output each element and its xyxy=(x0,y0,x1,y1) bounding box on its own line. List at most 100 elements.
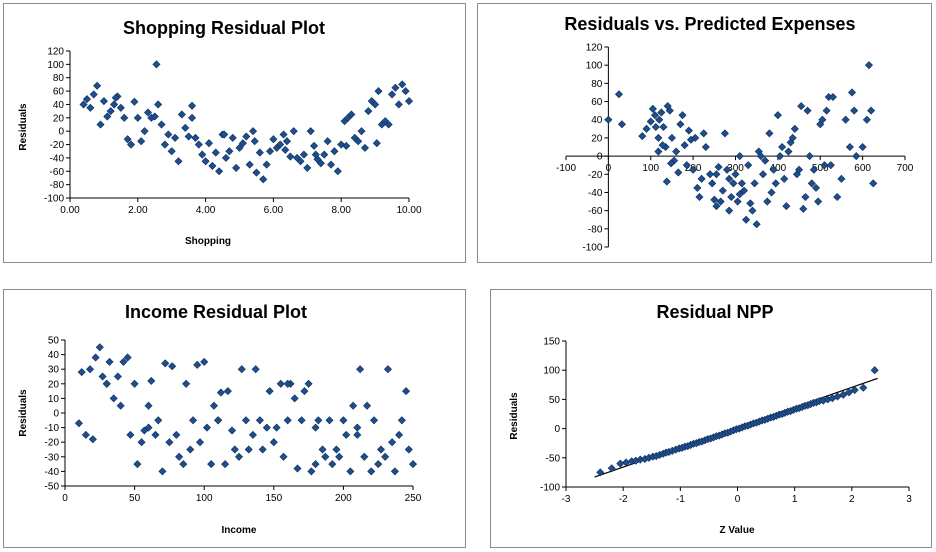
data-point xyxy=(869,179,878,188)
data-point xyxy=(674,168,683,177)
data-point xyxy=(657,108,666,117)
data-point xyxy=(788,133,797,142)
y-tick-label: 0 xyxy=(53,409,59,420)
data-point xyxy=(105,357,114,366)
data-point xyxy=(130,379,139,388)
y-tick-label: 40 xyxy=(591,115,603,126)
data-point xyxy=(130,97,139,106)
data-point xyxy=(165,438,174,447)
y-axis-label: Residuals xyxy=(509,392,520,440)
data-point xyxy=(296,157,305,166)
data-point xyxy=(356,365,365,374)
data-point xyxy=(720,129,729,138)
data-point xyxy=(725,174,734,183)
y-tick-label: -20 xyxy=(45,438,60,449)
data-point xyxy=(845,142,854,152)
data-point xyxy=(311,423,320,432)
y-tick-label: -50 xyxy=(546,453,561,464)
data-point xyxy=(695,192,704,202)
data-point xyxy=(111,93,120,102)
data-point xyxy=(120,113,129,122)
data-point xyxy=(346,467,355,476)
y-tick-label: 60 xyxy=(53,87,65,98)
x-tick-label: 2.00 xyxy=(128,205,148,216)
y-tick-label: 50 xyxy=(48,336,60,347)
data-point xyxy=(353,423,362,432)
y-tick-label: -50 xyxy=(45,482,60,493)
data-point xyxy=(828,92,837,102)
data-point xyxy=(867,106,876,115)
y-tick-label: 0 xyxy=(554,424,560,435)
x-axis-label: Shopping xyxy=(185,236,231,247)
x-tick-label: 250 xyxy=(405,493,422,504)
y-tick-label: -100 xyxy=(540,483,560,494)
data-point xyxy=(850,386,859,395)
x-tick-label: -1 xyxy=(676,494,685,505)
data-point xyxy=(394,100,403,109)
data-point xyxy=(248,430,257,439)
y-tick-label: 80 xyxy=(53,73,65,84)
data-point xyxy=(154,416,163,425)
data-point xyxy=(86,103,95,112)
data-point xyxy=(374,460,383,469)
data-point xyxy=(716,197,725,206)
data-point xyxy=(281,145,290,154)
data-point xyxy=(258,445,267,454)
x-tick-label: 0 xyxy=(735,494,741,505)
data-point xyxy=(325,416,334,425)
data-point xyxy=(116,103,125,112)
data-point xyxy=(265,147,275,156)
x-axis-label: Income xyxy=(221,525,256,536)
data-point xyxy=(241,416,250,425)
data-point xyxy=(731,170,740,179)
x-tick-label: -2 xyxy=(619,494,628,505)
data-point xyxy=(727,192,736,202)
data-point xyxy=(761,156,770,165)
data-point xyxy=(250,137,259,146)
x-tick-label: 500 xyxy=(812,163,829,174)
data-point xyxy=(195,438,205,447)
data-point xyxy=(193,360,202,369)
data-point xyxy=(820,161,829,170)
data-point xyxy=(735,190,744,199)
data-point xyxy=(79,100,88,109)
data-point xyxy=(706,170,715,179)
data-point xyxy=(769,165,778,174)
data-point xyxy=(181,123,190,132)
y-tick-label: -80 xyxy=(588,224,603,235)
data-point xyxy=(174,157,183,166)
y-tick-label: -100 xyxy=(44,194,64,205)
data-point xyxy=(391,83,400,92)
data-point xyxy=(748,206,757,215)
y-tick-label: -40 xyxy=(45,467,60,478)
data-point xyxy=(790,124,799,133)
x-tick-label: 400 xyxy=(770,163,787,174)
data-point xyxy=(201,157,210,166)
data-point xyxy=(147,376,156,385)
data-point xyxy=(376,445,386,454)
data-point xyxy=(215,167,224,176)
data-point xyxy=(814,197,823,206)
data-point xyxy=(119,357,128,366)
data-point xyxy=(648,104,657,113)
data-point xyxy=(328,460,337,469)
data-point xyxy=(371,100,380,109)
residual-npp-chart: Residual NPP Residuals Z Value -3 -2 -1 0 1 2… xyxy=(509,302,912,536)
data-point xyxy=(286,152,295,161)
y-tick-label: 40 xyxy=(53,100,65,111)
y-tick-label: 150 xyxy=(543,337,560,348)
data-point xyxy=(680,141,689,150)
data-point xyxy=(102,379,111,388)
data-point xyxy=(714,162,723,172)
data-point xyxy=(691,133,700,142)
y-tick-label: -40 xyxy=(50,153,65,164)
data-point xyxy=(797,102,806,111)
data-point xyxy=(86,365,95,374)
x-tick-label: -3 xyxy=(562,494,571,505)
data-point xyxy=(756,152,765,161)
data-point xyxy=(158,467,167,476)
data-point xyxy=(237,365,246,374)
data-point xyxy=(77,368,86,377)
data-point xyxy=(735,152,744,161)
data-point xyxy=(363,401,372,410)
